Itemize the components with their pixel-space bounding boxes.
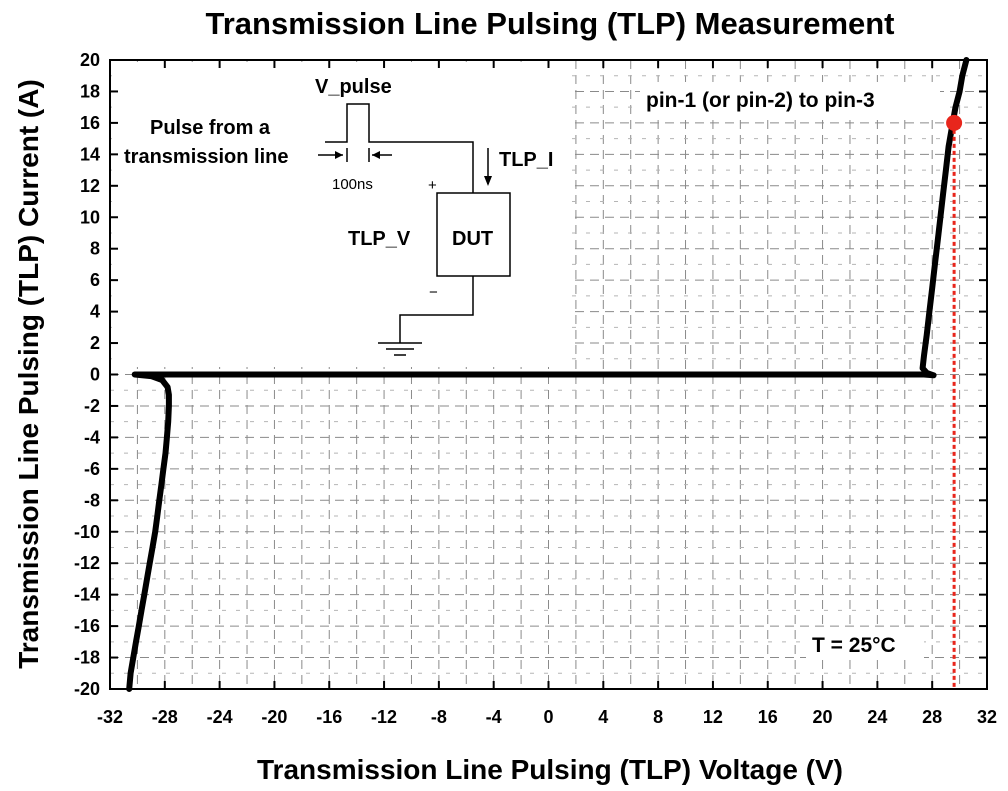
temperature-label-background [806,628,924,660]
y-tick-label: 10 [80,207,100,227]
y-tick-label: -12 [74,553,100,573]
x-tick-label: 20 [813,707,833,727]
pulse-source-label-line1: Pulse from a [150,117,271,139]
y-tick-label: 4 [90,302,100,322]
pulse-width-label: 100ns [332,176,373,193]
y-tick-label: 12 [80,176,100,196]
tlp-v-label: TLP_V [348,228,411,250]
y-tick-label: 6 [90,270,100,290]
y-tick-label: -16 [74,616,100,636]
x-tick-label: 28 [922,707,942,727]
y-tick-label: -2 [84,396,100,416]
reference-layer [946,114,963,689]
pin-label-background [640,82,940,116]
y-tick-label: 20 [80,50,100,70]
y-tick-label: 0 [90,365,100,385]
y-tick-label: 8 [90,239,100,259]
x-tick-label: -24 [207,707,233,727]
temperature-annotation: T = 25°C [812,634,896,657]
x-tick-label: 4 [598,707,608,727]
x-tick-label: 24 [867,707,887,727]
x-tick-label: 16 [758,707,778,727]
y-axis-label: Transmission Line Pulsing (TLP) Current … [13,79,44,669]
pin-annotation: pin-1 (or pin-2) to pin-3 [646,89,875,112]
y-tick-label: 14 [80,144,100,164]
y-tick-label: 18 [80,81,100,101]
plus-sign: + [428,177,437,194]
x-tick-label: -16 [316,707,342,727]
tlp-i-label: TLP_I [499,149,553,171]
x-tick-label: 32 [977,707,997,727]
dut-label: DUT [452,228,493,250]
pulse-width-arrowhead-right [372,151,380,159]
y-tick-labels: 20181614121086420-2-4-6-8-10-12-14-16-18… [74,50,100,699]
marker-point [946,114,963,131]
pulse-source-label-line2: transmission line [124,146,289,168]
minus-sign: − [429,284,438,301]
tlp-i-arrowhead [484,176,492,186]
chart-title: Transmission Line Pulsing (TLP) Measurem… [205,6,894,41]
y-tick-label: -18 [74,648,100,668]
x-tick-label: -28 [152,707,178,727]
pulse-waveform-wire [325,103,474,193]
y-tick-label: 2 [90,333,100,353]
circuit-inset: V_pulse Pulse from a transmission line 1… [124,76,553,356]
y-tick-label: -4 [84,427,100,447]
y-tick-label: 16 [80,113,100,133]
ground-symbol [378,342,422,356]
arrow-heads [335,151,492,186]
inset-white-area [112,62,572,367]
y-tick-label: -14 [74,585,100,605]
x-tick-label: -12 [371,707,397,727]
y-tick-label: -20 [74,679,100,699]
v-pulse-label: V_pulse [315,76,392,98]
x-tick-label: -4 [486,707,502,727]
x-tick-label: -20 [261,707,287,727]
ground-wire [399,276,474,343]
x-tick-label: 0 [543,707,553,727]
x-tick-label: 8 [653,707,663,727]
pulse-width-arrowhead-left [335,151,343,159]
tick-marks [109,59,988,690]
inset-background [112,62,940,660]
iv-curve [126,57,970,692]
circuit-wires [318,103,511,356]
y-tick-label: -8 [84,490,100,510]
series-layer [126,57,970,692]
x-tick-label: 12 [703,707,723,727]
pulse-width-ticks [346,148,370,162]
x-tick-label: -32 [97,707,123,727]
y-tick-label: -10 [74,522,100,542]
x-tick-labels: -32 -28 -24 -20 -16 -12 -8 -4 0 4 8 12 16 20 24 28 32 [97,707,997,727]
y-tick-label: -6 [84,459,100,479]
x-axis-label: Transmission Line Pulsing (TLP) Voltage … [257,754,843,785]
x-tick-label: -8 [431,707,447,727]
